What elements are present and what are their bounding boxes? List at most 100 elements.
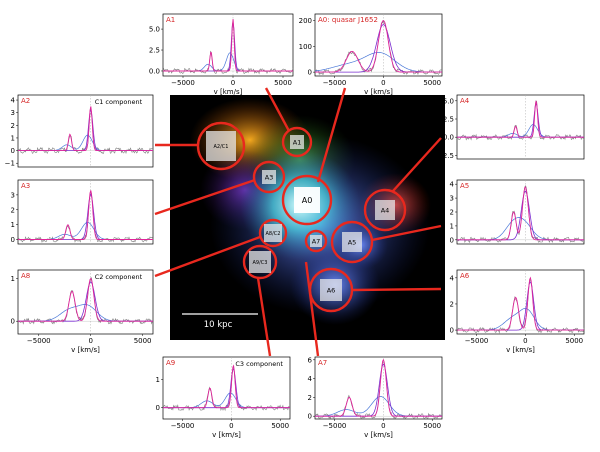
panel-frame bbox=[456, 94, 585, 160]
panel-a7: 0 2 4 6 −5000 0 5000 v [km/s] A7 bbox=[308, 356, 443, 439]
observed-spectrum bbox=[162, 21, 294, 75]
total-fit bbox=[457, 100, 584, 138]
panel-label: A0: quasar J1652 bbox=[318, 16, 378, 24]
region-a8c2: A8/C2 bbox=[258, 218, 288, 248]
total-fit bbox=[18, 277, 153, 322]
y-tick-label: 0 bbox=[308, 69, 312, 77]
region-label-box bbox=[310, 235, 322, 247]
x-tick-label: −5000 bbox=[27, 337, 51, 345]
panel-label: A9 bbox=[166, 359, 175, 367]
panel-frame bbox=[17, 179, 154, 245]
region-circle bbox=[281, 126, 313, 158]
region-a5: A5 bbox=[330, 220, 374, 264]
region-circle bbox=[252, 160, 286, 194]
component-annotation: C1 component bbox=[95, 98, 143, 106]
x-tick-label: −5000 bbox=[323, 79, 347, 87]
panel-frame bbox=[162, 13, 294, 77]
y-tick-label: 2 bbox=[308, 394, 312, 402]
region-label: A3 bbox=[265, 173, 274, 181]
region-circle bbox=[258, 218, 288, 248]
y-tick-label: 0.0 bbox=[149, 67, 160, 75]
region-a1: A1 bbox=[281, 126, 313, 158]
region-label-box bbox=[206, 131, 236, 161]
y-tick-label: 3 bbox=[11, 109, 15, 117]
y-tick-label: 4 bbox=[450, 274, 455, 282]
panel-label: A8 bbox=[21, 272, 30, 280]
y-tick-label: 0 bbox=[450, 236, 454, 244]
component-annotation: C2 component bbox=[95, 273, 143, 281]
total-fit bbox=[163, 364, 290, 409]
x-tick-label: 0 bbox=[231, 79, 235, 87]
panel-label: A4 bbox=[460, 97, 470, 105]
y-tick-label: 1 bbox=[11, 134, 15, 142]
connector-line bbox=[392, 137, 442, 192]
panel-frame bbox=[456, 179, 585, 245]
x-tick-label: 5000 bbox=[423, 79, 441, 87]
region-label-box bbox=[375, 200, 395, 220]
region-label-box bbox=[249, 251, 271, 273]
x-axis-label: v [km/s] bbox=[71, 346, 100, 354]
y-tick-label: 2 bbox=[450, 209, 454, 217]
panel-a3: 0 1 2 3 A3 bbox=[11, 179, 154, 245]
panel-label: A5 bbox=[460, 182, 469, 190]
x-axis-label: v [km/s] bbox=[212, 431, 241, 439]
y-tick-label: 3 bbox=[11, 191, 15, 199]
region-label-box bbox=[342, 232, 362, 252]
x-tick-label: 0 bbox=[229, 422, 233, 430]
panel-label: A7 bbox=[318, 359, 327, 367]
region-label: A7 bbox=[312, 237, 321, 245]
region-a7: A7 bbox=[304, 229, 328, 253]
panel-frame bbox=[456, 269, 585, 335]
x-tick-label: 0 bbox=[381, 422, 385, 430]
panel-label: A3 bbox=[21, 182, 30, 190]
total-fit bbox=[457, 185, 584, 241]
region-circle bbox=[304, 229, 328, 253]
panel-a9: 0 1 −5000 0 5000 v [km/s] A9 C3 component bbox=[156, 356, 291, 439]
y-tick-label: 2 bbox=[11, 206, 15, 214]
y-tick-label: 2.5 bbox=[149, 47, 160, 55]
region-a9c3: A9/C3 bbox=[242, 244, 278, 280]
observed-spectrum bbox=[456, 100, 585, 141]
total-fit bbox=[18, 190, 153, 240]
panel-frame bbox=[314, 13, 443, 77]
connector-line bbox=[351, 287, 442, 292]
region-circle bbox=[281, 174, 333, 226]
region-a2c1: A2/C1 bbox=[196, 121, 246, 171]
panel-a8: 0 1 −5000 0 5000 v [km/s] A8 C2 component bbox=[11, 269, 154, 354]
y-tick-label: 2 bbox=[450, 300, 454, 308]
panel-label: A1 bbox=[166, 16, 175, 24]
y-tick-label: 0 bbox=[308, 413, 312, 421]
panel-a5: 0 1 2 3 4 A5 bbox=[450, 179, 585, 245]
y-tick-label: 0 bbox=[11, 236, 15, 244]
y-tick-label: 1 bbox=[11, 275, 15, 283]
y-tick-label: −1 bbox=[5, 160, 15, 168]
region-label-box bbox=[294, 187, 320, 213]
y-tick-label: 0 bbox=[11, 318, 15, 326]
x-tick-label: 5000 bbox=[274, 79, 292, 87]
scale-bar-label: 10 kpc bbox=[204, 320, 233, 330]
y-tick-label: 4 bbox=[450, 181, 455, 189]
region-label-box bbox=[262, 170, 276, 184]
total-fit bbox=[315, 358, 442, 417]
y-tick-label: 2 bbox=[11, 122, 15, 130]
region-a0: A0 bbox=[281, 174, 333, 226]
y-tick-label: 0.0 bbox=[443, 134, 454, 142]
connector-line bbox=[304, 261, 320, 357]
y-tick-label: 4 bbox=[11, 97, 16, 105]
y-tick-label: 1 bbox=[450, 222, 454, 230]
region-circle bbox=[196, 121, 246, 171]
x-tick-label: 0 bbox=[88, 337, 92, 345]
region-circle bbox=[308, 267, 354, 313]
y-tick-label: 100 bbox=[299, 43, 312, 51]
y-tick-label: 5.0 bbox=[443, 97, 454, 105]
region-label: A8/C2 bbox=[266, 231, 281, 237]
total-fit bbox=[18, 106, 153, 152]
connector-line bbox=[371, 224, 442, 242]
y-tick-label: −2.5 bbox=[437, 152, 454, 160]
total-fit bbox=[163, 19, 293, 72]
region-a6: A6 bbox=[308, 267, 354, 313]
region-label-box bbox=[320, 279, 342, 301]
y-tick-label: 0 bbox=[11, 147, 15, 155]
